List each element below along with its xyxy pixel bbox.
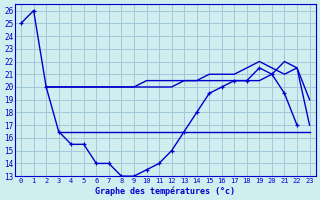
X-axis label: Graphe des températures (°c): Graphe des températures (°c) [95, 186, 235, 196]
